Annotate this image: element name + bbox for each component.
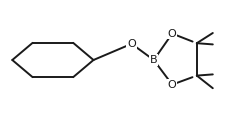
Text: B: B [150, 55, 157, 65]
Text: O: O [127, 39, 136, 49]
Text: O: O [168, 80, 177, 90]
Text: O: O [168, 29, 177, 39]
